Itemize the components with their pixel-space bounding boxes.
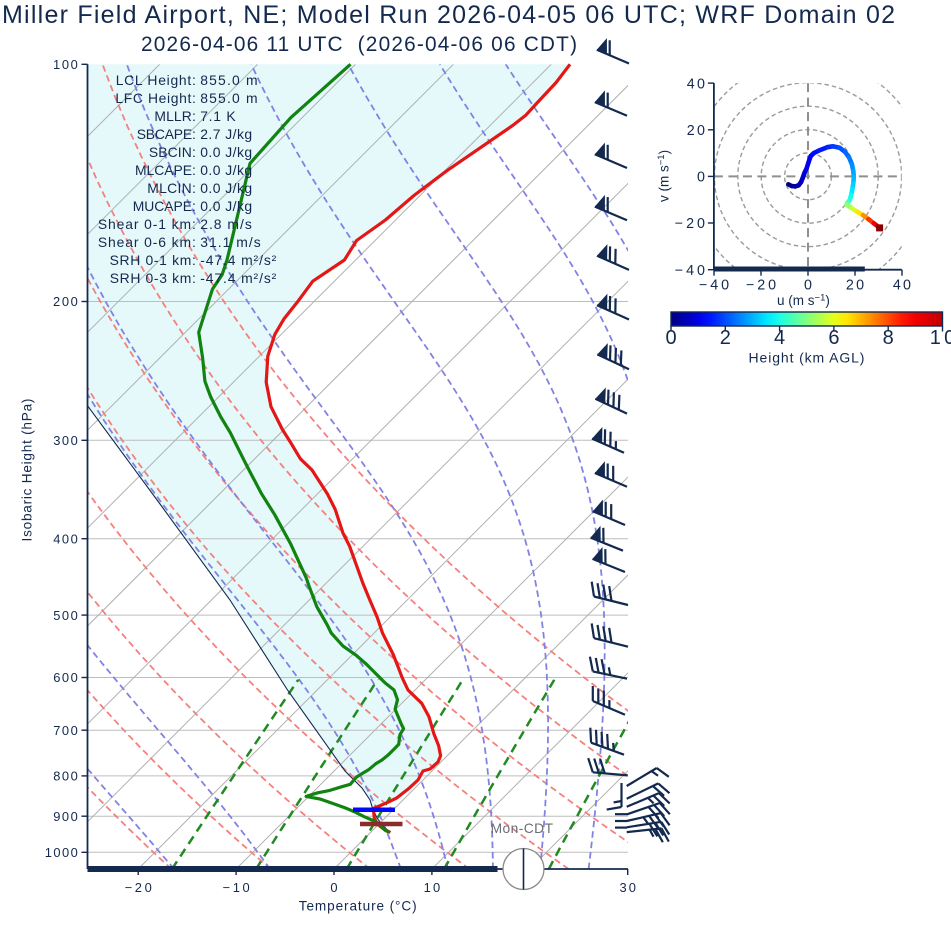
svg-text:2026-04-06 11 UTC (2026-04-06: 2026-04-06 11 UTC (2026-04-06 06 CDT)	[141, 33, 577, 56]
svg-text:SBCAPE:: SBCAPE:	[137, 126, 196, 142]
svg-text:Shear 0-6 km:: Shear 0-6 km:	[98, 234, 196, 250]
svg-text:855.0 m: 855.0 m	[200, 90, 257, 106]
svg-text:-47.4 m²/s²: -47.4 m²/s²	[200, 252, 276, 268]
svg-text:−10: −10	[223, 880, 250, 895]
svg-text:2: 2	[720, 327, 731, 349]
svg-text:0.0 J/kg: 0.0 J/kg	[200, 144, 252, 160]
svg-text:MLLR:: MLLR:	[154, 108, 195, 124]
svg-text:400: 400	[53, 531, 78, 546]
svg-text:−20: −20	[125, 880, 152, 895]
svg-text:600: 600	[53, 670, 78, 685]
svg-text:Temperature (°C): Temperature (°C)	[299, 899, 417, 914]
svg-text:Isobaric Height (hPa): Isobaric Height (hPa)	[20, 399, 35, 542]
svg-text:4: 4	[774, 327, 785, 349]
svg-text:−20: −20	[746, 278, 776, 294]
svg-text:31.1 m/s: 31.1 m/s	[200, 234, 261, 250]
svg-text:Miller Field Airport, NE; Mode: Miller Field Airport, NE; Model Run 2026…	[2, 1, 895, 29]
svg-text:800: 800	[53, 769, 78, 784]
svg-text:700: 700	[53, 723, 78, 738]
svg-text:100: 100	[53, 57, 78, 72]
svg-text:SRH 0-3 km:: SRH 0-3 km:	[110, 270, 196, 286]
svg-text:MLCAPE:: MLCAPE:	[135, 162, 196, 178]
svg-text:-47.4 m²/s²: -47.4 m²/s²	[200, 270, 276, 286]
svg-text:300: 300	[53, 433, 78, 448]
svg-text:Height (km AGL): Height (km AGL)	[749, 350, 865, 366]
svg-text:900: 900	[53, 809, 78, 824]
svg-text:0.0 J/kg: 0.0 J/kg	[200, 180, 252, 196]
svg-text:0.0 J/kg: 0.0 J/kg	[200, 162, 252, 178]
svg-text:MLCIN:: MLCIN:	[147, 180, 196, 196]
svg-text:Shear 0-1 km:: Shear 0-1 km:	[98, 216, 196, 232]
svg-text:0: 0	[665, 327, 676, 349]
svg-text:7.1 K: 7.1 K	[200, 108, 236, 124]
svg-text:8: 8	[883, 327, 894, 349]
svg-text:2.7 J/kg: 2.7 J/kg	[200, 126, 252, 142]
svg-text:MUCAPE:: MUCAPE:	[133, 198, 196, 214]
svg-text:500: 500	[53, 608, 78, 623]
svg-text:SBCIN:: SBCIN:	[149, 144, 196, 160]
svg-text:SRH 0-1 km:: SRH 0-1 km:	[110, 252, 196, 268]
svg-text:10: 10	[930, 327, 951, 349]
svg-text:855.0 m: 855.0 m	[200, 72, 257, 88]
svg-text:1000: 1000	[45, 845, 78, 860]
svg-text:LFC Height:: LFC Height:	[115, 90, 195, 106]
svg-text:6: 6	[828, 327, 839, 349]
svg-text:−40: −40	[675, 263, 705, 279]
svg-text:0: 0	[804, 278, 812, 294]
svg-text:Mon-CDT: Mon-CDT	[491, 821, 554, 836]
svg-text:200: 200	[53, 294, 78, 309]
svg-text:−40: −40	[699, 278, 729, 294]
svg-text:0: 0	[697, 170, 705, 186]
svg-text:LCL Height:: LCL Height:	[116, 72, 196, 88]
svg-text:0.0 J/kg: 0.0 J/kg	[200, 198, 252, 214]
svg-text:−20: −20	[675, 216, 705, 232]
svg-text:0: 0	[330, 880, 337, 895]
